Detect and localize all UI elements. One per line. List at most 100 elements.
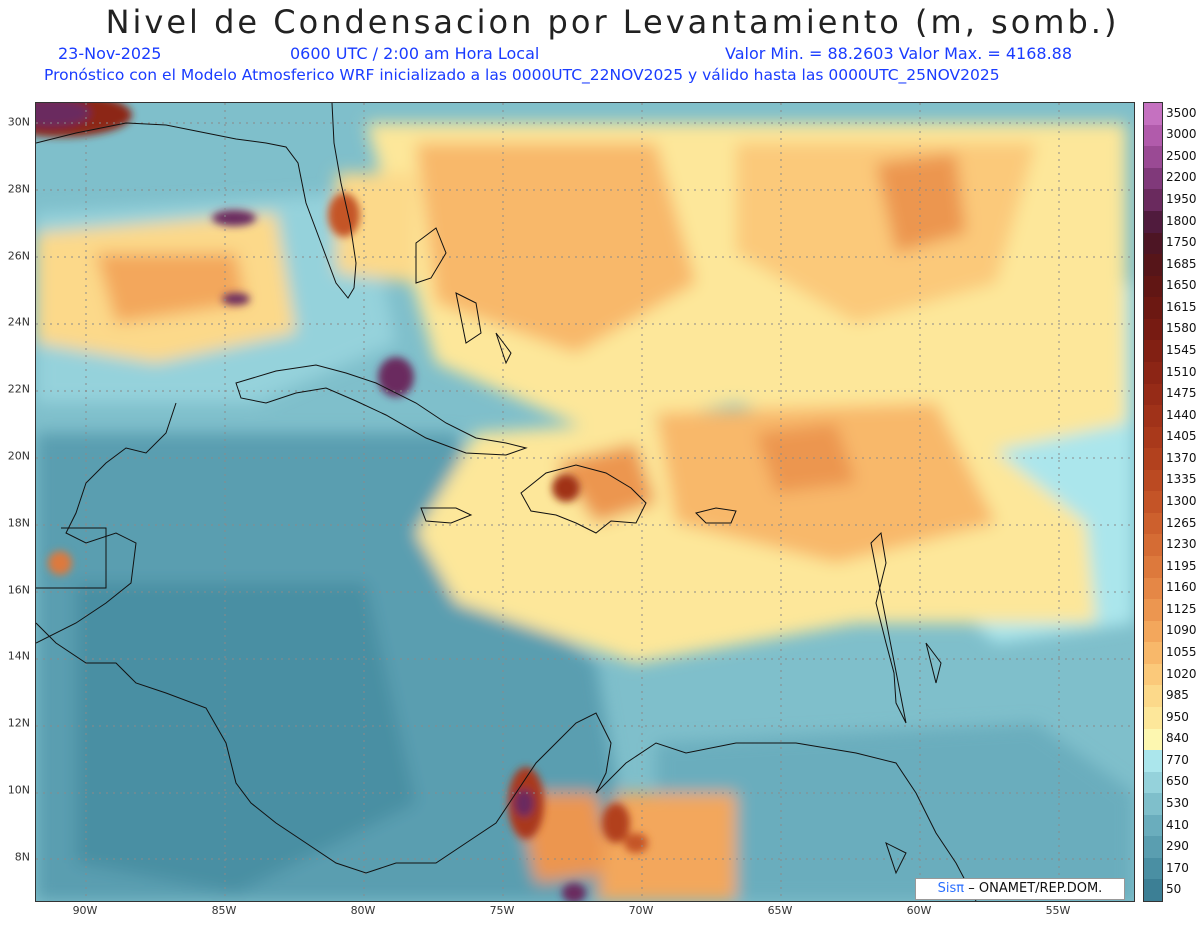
colorbar-cell [1144,599,1162,621]
forecast-date: 23-Nov-2025 [58,44,162,63]
colorbar-label: 650 [1166,774,1189,789]
colorbar-label: 1160 [1166,580,1197,595]
lat-tick-label: 24N [7,315,30,329]
colorbar-label: 1440 [1166,407,1197,422]
colorbar-label: 770 [1166,752,1189,767]
colorbar-label: 1950 [1166,192,1197,207]
lat-lon-gridlines [36,103,1134,901]
lat-tick-label: 10N [7,783,30,797]
colorbar-label: 3500 [1166,105,1197,120]
colorbar-cell [1144,448,1162,470]
colorbar-cell [1144,383,1162,406]
lat-tick-label: 8N [14,850,30,864]
colorbar-label: 50 [1166,882,1182,897]
colorbar-cell [1144,211,1162,233]
colorbar-label: 2200 [1166,170,1197,185]
colorbar-label: 1195 [1166,558,1197,573]
colorbar-label: 290 [1166,839,1189,854]
colorbar-cell [1144,512,1162,535]
colorbar-cell [1144,836,1162,858]
lat-tick-label: 12N [7,716,30,730]
colorbar-label: 1650 [1166,278,1197,293]
colorbar-label: 1475 [1166,386,1197,401]
lon-tick-label: 70W [628,904,654,917]
lon-tick-label: 80W [350,904,376,917]
lcl-shaded-map [35,102,1135,902]
lat-tick-label: 22N [7,382,30,396]
lat-tick-label: 18N [7,516,30,530]
colorbar-cell [1144,663,1162,686]
colorbar-cell [1144,814,1162,837]
colorbar-label: 1335 [1166,472,1197,487]
colorbar-cell [1144,879,1162,901]
colorbar-label: 1265 [1166,515,1197,530]
colorbar-cell [1144,426,1162,449]
colorbar-cell [1144,103,1162,125]
colorbar-cell [1144,556,1162,578]
colorbar-label: 1750 [1166,235,1197,250]
colorbar-label: 1230 [1166,537,1197,552]
value-min-max: Valor Min. = 88.2603 Valor Max. = 4168.8… [725,44,1073,63]
colorbar-label: 1510 [1166,364,1197,379]
colorbar-cell [1144,361,1162,384]
colorbar-label: 950 [1166,709,1189,724]
colorbar-cell [1144,297,1162,319]
colorbar-cell [1144,750,1162,772]
coastlines [36,103,977,901]
model-info: Pronóstico con el Modelo Atmosferico WRF… [44,66,1000,84]
colorbar-cell [1144,857,1162,880]
lon-tick-label: 60W [906,904,932,917]
colorbar [1143,102,1163,902]
credit-box: Sisπ – ONAMET/REP.DOM. [915,878,1125,900]
forecast-time: 0600 UTC / 2:00 am Hora Local [290,44,540,63]
colorbar-cell [1144,254,1162,276]
colorbar-cell [1144,771,1162,794]
lon-tick-label: 85W [211,904,237,917]
colorbar-cell [1144,232,1162,255]
lat-tick-label: 14N [7,649,30,663]
lat-tick-label: 16N [7,583,30,597]
map-canvas [36,103,1134,901]
colorbar-label: 1405 [1166,429,1197,444]
lat-tick-label: 20N [7,449,30,463]
colorbar-label: 1300 [1166,494,1197,508]
colorbar-label: 840 [1166,731,1189,746]
colorbar-label: 1090 [1166,623,1197,638]
lat-tick-label: 30N [7,115,30,129]
lon-tick-label: 65W [767,904,793,917]
colorbar-cell [1144,469,1162,492]
map-title: Nivel de Condensacion por Levantamiento … [105,3,1120,41]
field-shading [36,123,1134,901]
colorbar-label: 2500 [1166,148,1197,163]
colorbar-cell [1144,146,1162,168]
colorbar-label: 1545 [1166,343,1197,358]
colorbar-cell [1144,706,1162,729]
colorbar-label: 1125 [1166,601,1197,616]
colorbar-cell [1144,620,1162,643]
lat-tick-label: 26N [7,249,30,263]
colorbar-label: 530 [1166,795,1189,810]
colorbar-label: 1370 [1166,450,1197,465]
colorbar-label: 1020 [1166,666,1197,681]
lon-tick-label: 90W [72,904,98,917]
colorbar-cell [1144,728,1162,751]
colorbar-cell [1144,534,1162,556]
colorbar-label: 985 [1166,688,1189,703]
colorbar-cell [1144,189,1162,211]
credit-text: – ONAMET/REP.DOM. [968,881,1103,896]
colorbar-cell [1144,577,1162,600]
field-maxima [36,103,648,901]
lon-tick-label: 55W [1045,904,1071,917]
credit-brand: Sisπ [937,881,965,896]
colorbar-cell [1144,642,1162,664]
colorbar-label: 1615 [1166,299,1197,314]
colorbar-cell [1144,340,1162,362]
colorbar-label: 3000 [1166,127,1197,142]
colorbar-label: 410 [1166,817,1189,832]
colorbar-label: 1685 [1166,256,1197,271]
colorbar-label: 1580 [1166,321,1197,336]
colorbar-label: 1800 [1166,213,1197,228]
colorbar-cell [1144,793,1162,815]
colorbar-cell [1144,275,1162,298]
colorbar-label: 1055 [1166,644,1197,659]
